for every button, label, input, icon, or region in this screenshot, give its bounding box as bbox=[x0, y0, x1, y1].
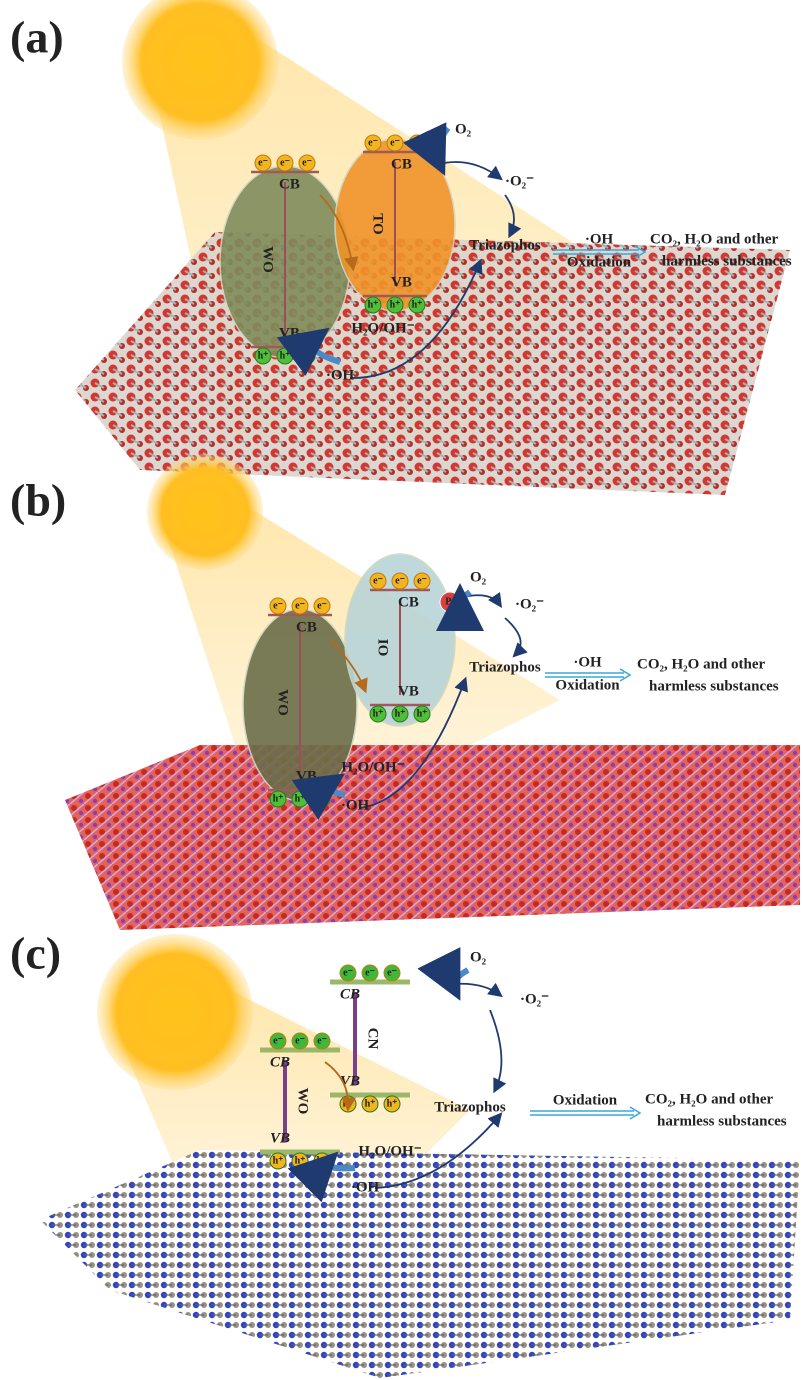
panel-label: (b) bbox=[10, 475, 66, 526]
hydroxyl-label: ·OH bbox=[326, 367, 355, 383]
cb-label: CB bbox=[391, 156, 412, 172]
semiconductor-name: WO bbox=[260, 246, 276, 273]
hole-label: h⁺ bbox=[365, 1098, 376, 1109]
cb-label: CB bbox=[270, 1054, 290, 1070]
hole-label: h⁺ bbox=[417, 708, 428, 719]
electron-label: e⁻ bbox=[273, 600, 283, 611]
vb-label: VB bbox=[296, 768, 317, 784]
electron-label: e⁻ bbox=[295, 1035, 305, 1046]
electron-label: e⁻ bbox=[412, 137, 422, 148]
hole-label: h⁺ bbox=[390, 299, 401, 310]
panel-label: (c) bbox=[10, 928, 61, 979]
arrow-bottom-label: Oxidation bbox=[567, 254, 632, 270]
crystal-lattice bbox=[40, 1150, 800, 1378]
electron-label: e⁻ bbox=[302, 157, 312, 168]
electron-label: e⁻ bbox=[343, 967, 353, 978]
hole-label: h⁺ bbox=[387, 1098, 398, 1109]
electron-label: e⁻ bbox=[365, 967, 375, 978]
electron-label: e⁻ bbox=[395, 575, 405, 586]
semiconductor-name: WO bbox=[275, 689, 291, 716]
hole-label: h⁺ bbox=[273, 1155, 284, 1166]
hole-label: h⁺ bbox=[373, 708, 384, 719]
products-line: harmless substances bbox=[649, 678, 779, 694]
oxygen-label: O₂ bbox=[470, 569, 487, 585]
reaction-arrow bbox=[460, 592, 470, 597]
arrow-top-label: ·OH bbox=[573, 654, 602, 670]
hydroxyl-label: ·OH bbox=[341, 797, 370, 813]
superoxide-label: ·O₂⁻ bbox=[505, 173, 534, 189]
double-arrow bbox=[530, 1107, 640, 1119]
cb-label: CB bbox=[398, 594, 419, 610]
panel-label: (a) bbox=[10, 12, 64, 63]
crystal-lattice bbox=[65, 745, 800, 930]
superoxide-label: ·O₂⁻ bbox=[520, 991, 549, 1007]
electron-label: e⁻ bbox=[317, 600, 327, 611]
vb-label: VB bbox=[270, 1130, 290, 1146]
pollutant-label: Triazophos bbox=[469, 237, 541, 253]
electron-label: e⁻ bbox=[280, 157, 290, 168]
hole-label: h⁺ bbox=[295, 793, 306, 804]
pollutant-label: Triazophos bbox=[469, 659, 541, 675]
water-label: H₂O/OH⁻ bbox=[351, 320, 414, 336]
electron-label: e⁻ bbox=[273, 1035, 283, 1046]
semiconductor-name: TO bbox=[370, 213, 386, 234]
products-line: CO₂, H₂O and other bbox=[645, 1091, 774, 1107]
electron-label: e⁻ bbox=[390, 137, 400, 148]
sun bbox=[147, 454, 263, 570]
cb-label: CB bbox=[340, 986, 360, 1002]
products-line: harmless substances bbox=[657, 1113, 787, 1129]
cb-label: CB bbox=[279, 176, 300, 192]
hole-label: h⁺ bbox=[280, 350, 291, 361]
superoxide-label: ·O₂⁻ bbox=[515, 596, 544, 612]
hole-label: h⁺ bbox=[273, 793, 284, 804]
water-label: H₂O/OH⁻ bbox=[358, 1143, 421, 1159]
electron-label: e⁻ bbox=[258, 157, 268, 168]
vb-label: VB bbox=[279, 325, 300, 341]
hole-label: h⁺ bbox=[412, 299, 423, 310]
electron-label: e⁻ bbox=[368, 137, 378, 148]
products-line: CO₂, H₂O and other bbox=[637, 656, 766, 672]
products-line: CO₂, H₂O and other bbox=[650, 231, 779, 247]
vb-label: VB bbox=[398, 683, 419, 699]
arrow-bottom-label: Oxidation bbox=[553, 1092, 618, 1108]
semiconductor-name: CN bbox=[365, 1028, 381, 1050]
electron-label: e⁻ bbox=[417, 575, 427, 586]
reaction-arrow bbox=[454, 970, 468, 990]
reaction-arrow bbox=[505, 618, 521, 655]
semiconductor-name: WO bbox=[295, 1088, 311, 1115]
oxygen-label: O₂ bbox=[455, 121, 472, 137]
arrow-top-label: ·OH bbox=[585, 231, 614, 247]
pollutant-label: Triazophos bbox=[434, 1099, 506, 1115]
cb-label: CB bbox=[296, 619, 317, 635]
hole-label: h⁺ bbox=[295, 1155, 306, 1166]
sun bbox=[97, 934, 253, 1090]
hole-label: h⁺ bbox=[302, 350, 313, 361]
pt-label: Pt bbox=[445, 596, 455, 607]
oxygen-label: O₂ bbox=[470, 949, 487, 965]
arrow-bottom-label: Oxidation bbox=[555, 677, 620, 693]
vb-label: VB bbox=[391, 274, 412, 290]
electron-label: e⁻ bbox=[387, 967, 397, 978]
electron-label: e⁻ bbox=[295, 600, 305, 611]
electron-label: e⁻ bbox=[373, 575, 383, 586]
semiconductor-name: IO bbox=[375, 639, 391, 657]
hole-label: h⁺ bbox=[368, 299, 379, 310]
figure: (a) CB VB WO e⁻ h⁺ e⁻ h⁺ e⁻ h⁺ CB VB TO e⁻ h⁺ e⁻ h⁺ e⁻ h⁺ O… bbox=[0, 0, 803, 1380]
electron-label: e⁻ bbox=[317, 1035, 327, 1046]
hole-label: h⁺ bbox=[258, 350, 269, 361]
water-label: H₂O/OH⁻ bbox=[341, 759, 404, 775]
hole-label: h⁺ bbox=[317, 793, 328, 804]
reaction-arrow bbox=[490, 1010, 501, 1090]
hydroxyl-label: ·OH bbox=[351, 1179, 380, 1195]
products-line: harmless substances bbox=[662, 253, 792, 269]
hole-label: h⁺ bbox=[395, 708, 406, 719]
